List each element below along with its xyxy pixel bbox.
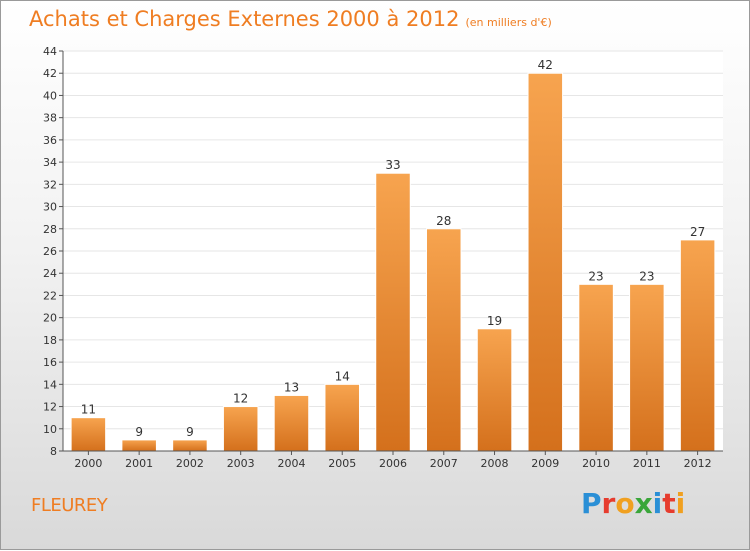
data-label: 13	[284, 380, 299, 394]
y-tick-label: 8	[50, 445, 57, 458]
bar	[527, 72, 564, 452]
data-label: 23	[588, 269, 603, 283]
x-tick-label: 2008	[481, 457, 509, 470]
x-tick-label: 2012	[684, 457, 712, 470]
bar	[578, 283, 614, 452]
data-label: 33	[385, 158, 400, 172]
bar	[121, 439, 157, 452]
chart-title: Achats et Charges Externes 2000 à 2012 (e…	[29, 7, 552, 31]
logo-letter: i	[675, 487, 686, 520]
chart-subtitle: (en milliers d'€)	[465, 16, 552, 29]
x-tick-label: 2010	[582, 457, 610, 470]
logo-letter: P	[581, 487, 602, 520]
data-label: 19	[487, 314, 502, 328]
y-tick-label: 30	[43, 201, 57, 214]
x-tick-label: 2003	[227, 457, 255, 470]
x-tick-label: 2005	[328, 457, 356, 470]
bar	[324, 383, 360, 452]
data-label: 28	[436, 214, 451, 228]
y-tick-label: 14	[43, 378, 57, 391]
x-tick-label: 2006	[379, 457, 407, 470]
y-tick-label: 20	[43, 312, 57, 325]
logo-letter: t	[662, 487, 676, 520]
y-tick-label: 28	[43, 223, 57, 236]
data-label: 42	[538, 58, 553, 72]
logo-letter: o	[615, 487, 635, 520]
logo-letter: r	[601, 487, 616, 520]
logo-letter: x	[634, 487, 653, 520]
y-tick-label: 12	[43, 401, 57, 414]
x-tick-label: 2009	[531, 457, 559, 470]
data-label: 27	[690, 225, 705, 239]
y-tick-label: 22	[43, 289, 57, 302]
y-tick-label: 38	[43, 112, 57, 125]
data-label: 23	[639, 269, 654, 283]
bar	[426, 228, 462, 452]
title-text: Achats et Charges Externes 2000 à 2012	[29, 7, 460, 31]
logo-letter: i	[652, 487, 663, 520]
bar	[476, 328, 513, 452]
data-label: 12	[233, 392, 248, 406]
bar	[222, 406, 259, 452]
bar	[629, 283, 665, 452]
x-tick-label: 2007	[430, 457, 458, 470]
y-tick-label: 34	[43, 156, 57, 169]
x-tick-label: 2002	[176, 457, 204, 470]
data-label: 14	[335, 369, 350, 383]
bar	[273, 394, 310, 452]
bar	[679, 239, 716, 452]
city-name: FLEUREY	[31, 495, 108, 516]
proxiti-logo[interactable]: Proxiti	[581, 487, 685, 520]
bar	[375, 172, 411, 452]
x-tick-label: 2004	[277, 457, 305, 470]
x-tick-label: 2000	[74, 457, 102, 470]
y-tick-label: 18	[43, 334, 57, 347]
y-tick-label: 26	[43, 245, 57, 258]
data-label: 9	[135, 425, 143, 439]
y-tick-label: 10	[43, 423, 57, 436]
bar	[172, 439, 208, 452]
data-label: 9	[186, 425, 194, 439]
y-tick-label: 36	[43, 134, 57, 147]
x-tick-label: 2011	[633, 457, 661, 470]
y-tick-label: 42	[43, 67, 57, 80]
data-label: 11	[81, 403, 96, 417]
bar	[70, 417, 107, 452]
y-tick-label: 44	[43, 45, 57, 58]
x-tick-label: 2001	[125, 457, 153, 470]
y-tick-label: 24	[43, 267, 57, 280]
y-tick-label: 40	[43, 89, 57, 102]
y-tick-label: 16	[43, 356, 57, 369]
y-tick-label: 32	[43, 178, 57, 191]
